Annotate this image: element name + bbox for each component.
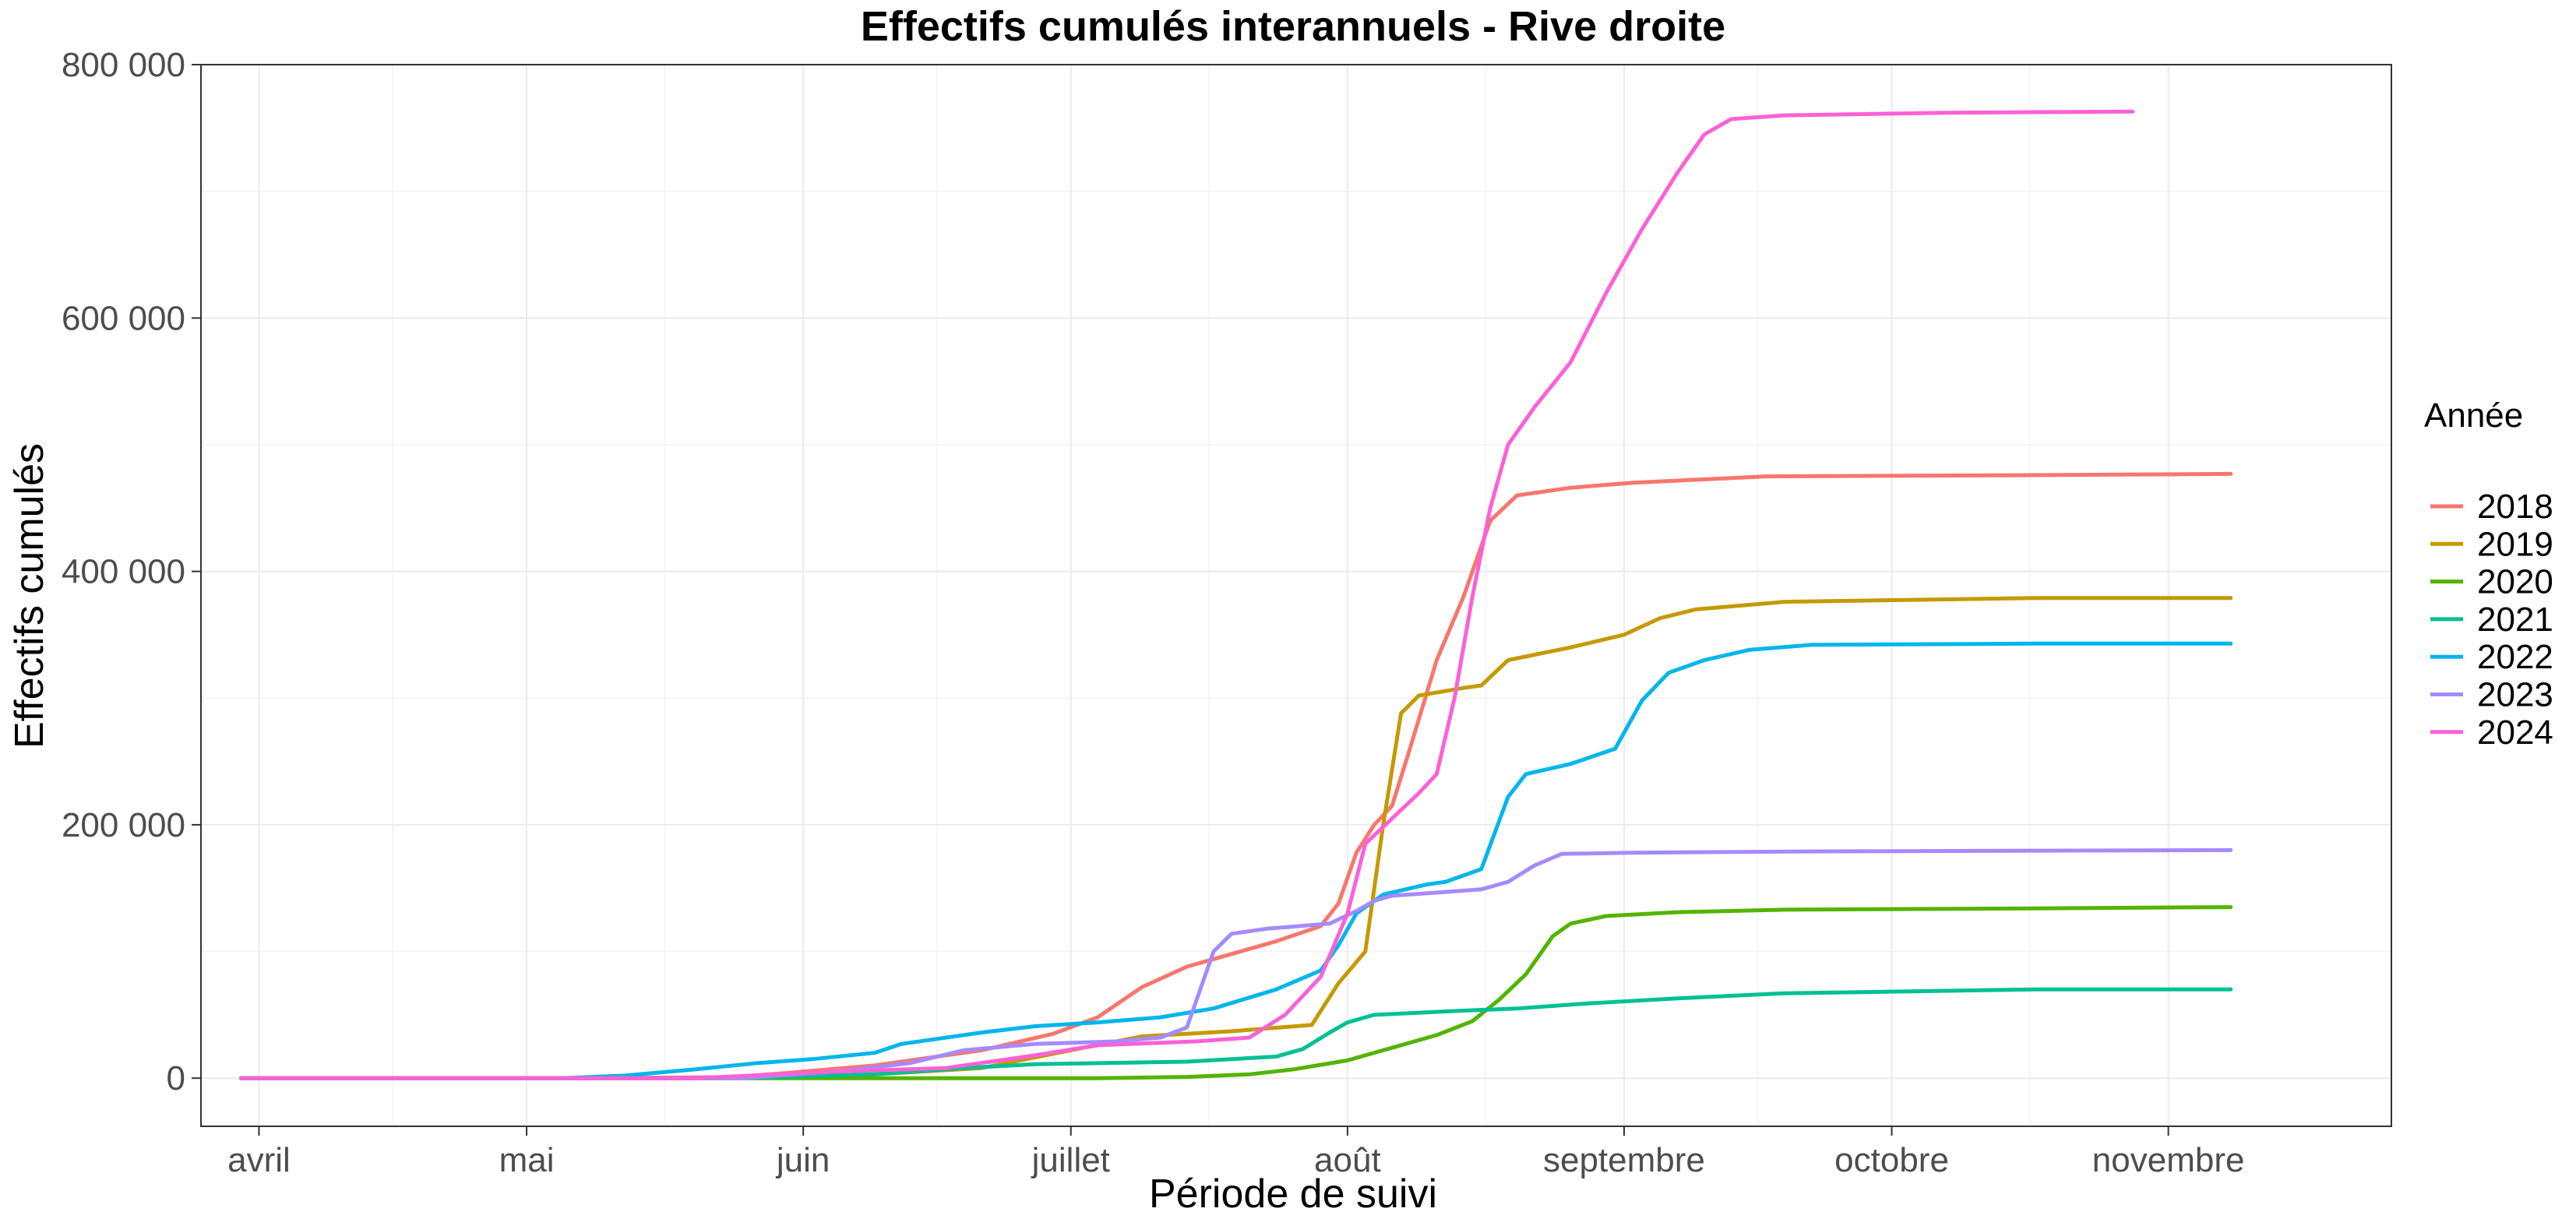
legend-title: Année bbox=[2424, 396, 2523, 435]
legend-label-2023: 2023 bbox=[2477, 676, 2553, 714]
x-tick-label: avril bbox=[227, 1141, 291, 1179]
x-tick-label: mai bbox=[499, 1141, 555, 1179]
x-axis-title: Période de suivi bbox=[1149, 1171, 1437, 1217]
axis-ticks: avril mai juin juillet août septembre octobre n… bbox=[62, 46, 2245, 1179]
legend-label-2019: 2019 bbox=[2477, 525, 2553, 563]
x-tick-label: juillet bbox=[1031, 1141, 1110, 1179]
x-tick-label: novembre bbox=[2092, 1141, 2245, 1179]
legend-label-2020: 2020 bbox=[2477, 563, 2553, 601]
legend-label-2024: 2024 bbox=[2477, 713, 2553, 752]
x-tick-label: juin bbox=[775, 1141, 830, 1179]
y-tick-label: 200 000 bbox=[62, 806, 185, 844]
series-line-2024 bbox=[239, 109, 2135, 1080]
legend-label-2018: 2018 bbox=[2477, 488, 2553, 526]
x-tick-label: octobre bbox=[1834, 1141, 1949, 1179]
series-lines bbox=[239, 109, 2233, 1080]
series-line-2022 bbox=[239, 641, 2233, 1080]
x-tick-label: septembre bbox=[1543, 1141, 1705, 1179]
y-tick-label: 600 000 bbox=[62, 299, 185, 337]
panel-border bbox=[200, 64, 2392, 1127]
legend-label-2022: 2022 bbox=[2477, 638, 2553, 676]
y-axis-title: Effectifs cumulés bbox=[7, 443, 52, 749]
legend-label-2021: 2021 bbox=[2477, 601, 2553, 639]
y-tick-label: 0 bbox=[167, 1059, 185, 1097]
series-line-2018 bbox=[239, 471, 2233, 1080]
grid bbox=[201, 64, 2391, 1126]
y-tick-label: 800 000 bbox=[62, 46, 185, 84]
x-tick-label: août bbox=[1314, 1141, 1381, 1179]
series-line-2023 bbox=[239, 847, 2233, 1080]
y-tick-label: 400 000 bbox=[62, 553, 185, 591]
chart-title: Effectifs cumulés interannuels - Rive dr… bbox=[861, 3, 1725, 50]
